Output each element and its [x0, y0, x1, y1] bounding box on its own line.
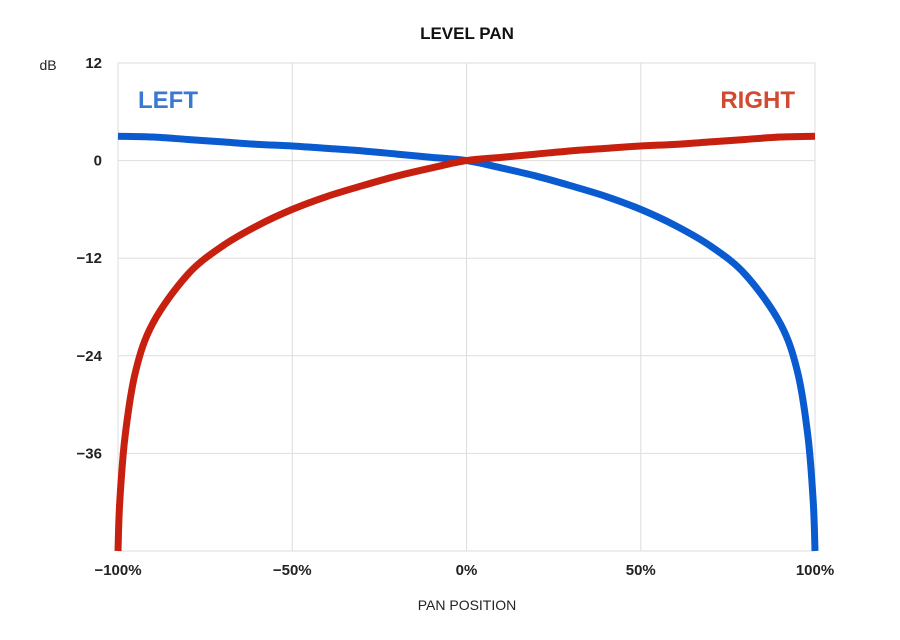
- chart-title: LEVEL PAN: [420, 24, 514, 43]
- x-tick-label: 100%: [796, 562, 834, 579]
- y-tick-label: −24: [77, 348, 103, 365]
- x-axis-label: PAN POSITION: [418, 597, 517, 613]
- y-tick-label: −36: [77, 445, 102, 462]
- y-tick-label: −12: [77, 250, 102, 267]
- y-axis-unit-label: dB: [39, 57, 56, 73]
- grid-lines: [117, 62, 816, 552]
- series-labels: LEFT RIGHT: [138, 87, 795, 114]
- series-label-right: RIGHT: [720, 87, 795, 114]
- series-line-left: [117, 132, 819, 552]
- x-tick-label: −50%: [273, 562, 312, 579]
- axis-ticks: −100% −50% 0% 50% 100% 12 0 −12 −24 −36: [77, 55, 835, 579]
- y-tick-label: 12: [85, 55, 102, 72]
- y-tick-label: 0: [94, 153, 102, 170]
- x-tick-label: 50%: [626, 562, 656, 579]
- series-label-left: LEFT: [138, 87, 198, 114]
- x-tick-label: 0%: [456, 562, 478, 579]
- series-curves: [114, 132, 819, 552]
- x-tick-label: −100%: [94, 562, 141, 579]
- series-line-right: [114, 132, 816, 552]
